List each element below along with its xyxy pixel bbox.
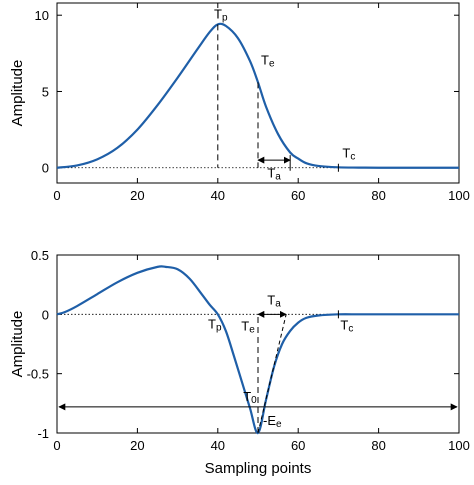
x-tick-label: 40 (211, 438, 225, 453)
x-tick-label: 20 (130, 188, 144, 203)
x-tick-label: 80 (371, 438, 385, 453)
y-tick-label: 10 (35, 8, 49, 23)
tp-label: Tp (208, 316, 222, 333)
y-tick-label: -0.5 (27, 367, 49, 382)
x-tick-label: 60 (291, 438, 305, 453)
x-tick-label: 100 (448, 438, 470, 453)
y-axis-label: Amplitude (9, 311, 26, 378)
x-tick-label: 0 (53, 438, 60, 453)
top-panel: 0 20 40 60 80 100 0 5 10 Amplitude Tp Te Ta Tc (9, 2, 470, 203)
y-tick-label: 0 (42, 161, 49, 176)
y-tick-label: 0 (42, 307, 49, 322)
tangent-dashed-line (257, 314, 287, 434)
x-tick-label: 0 (53, 188, 60, 203)
x-tick-label: 20 (130, 438, 144, 453)
x-tick-label: 40 (211, 188, 225, 203)
y-tick-label: 5 (42, 84, 49, 99)
te-label: Te (261, 52, 275, 69)
ta-label: Ta (267, 292, 281, 309)
te-label: Te (241, 318, 255, 335)
series-line (56, 265, 459, 435)
tc-label: Tc (342, 146, 355, 163)
t0-label: T0 (243, 389, 257, 406)
y-axis-label: Amplitude (9, 60, 26, 127)
ta-label: Ta (267, 166, 281, 183)
y-tick-label: -1 (37, 426, 49, 441)
tc-label: Tc (340, 317, 353, 334)
x-tick-label: 100 (448, 188, 470, 203)
y-tick-label: 0.5 (31, 248, 49, 263)
x-axis-label: Sampling points (205, 460, 312, 477)
x-tick-label: 60 (291, 188, 305, 203)
ee-label: -Ee (263, 413, 282, 430)
x-tick-label: 80 (371, 188, 385, 203)
plot-frame (56, 2, 460, 184)
bottom-panel: 0 20 40 60 80 100 0.5 0 -0.5 -1 Amplitude Sampling … (9, 248, 470, 477)
tp-label: Tp (214, 6, 228, 23)
